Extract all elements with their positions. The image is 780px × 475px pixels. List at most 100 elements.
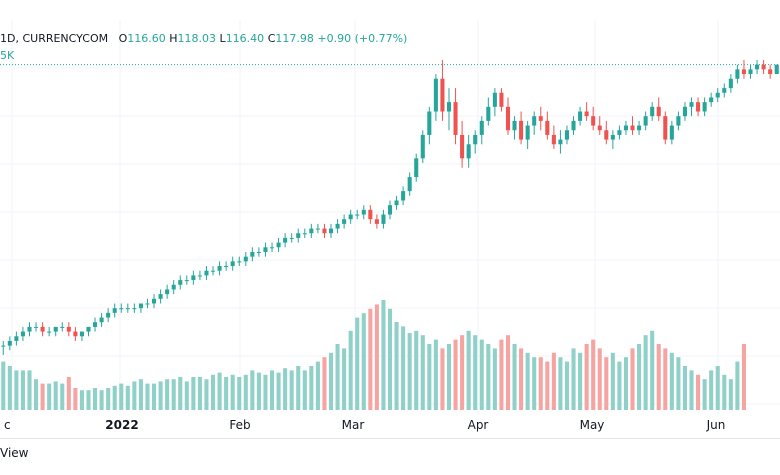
volume-bar-12 bbox=[79, 390, 84, 410]
candle-body-97 bbox=[637, 125, 642, 131]
candle-body-20 bbox=[132, 308, 137, 310]
candle-body-41 bbox=[269, 247, 275, 249]
candle-body-30 bbox=[197, 275, 202, 277]
candle-body-95 bbox=[623, 125, 628, 131]
candle-body-82 bbox=[538, 116, 543, 121]
candle-body-35 bbox=[230, 261, 235, 267]
candle-body-0 bbox=[1, 345, 6, 347]
candle-body-8 bbox=[53, 326, 58, 332]
candle-body-5 bbox=[34, 326, 39, 328]
volume-bar-18 bbox=[119, 383, 124, 410]
volume-bar-75 bbox=[492, 348, 497, 410]
candle-body-77 bbox=[505, 106, 511, 131]
candle-body-90 bbox=[591, 116, 596, 126]
volume-bar-82 bbox=[538, 357, 543, 410]
candle-body-37 bbox=[243, 256, 248, 262]
candle-body-49 bbox=[322, 228, 327, 234]
candle-body-36 bbox=[237, 261, 242, 263]
volume-bar-78 bbox=[512, 344, 517, 410]
candle-body-56 bbox=[368, 209, 373, 220]
candle-body-50 bbox=[328, 228, 334, 234]
candle-body-10 bbox=[66, 326, 71, 332]
volume-bar-17 bbox=[112, 385, 117, 410]
volume-bar-99 bbox=[650, 330, 655, 410]
volume-bar-97 bbox=[637, 344, 642, 410]
candle-body-17 bbox=[112, 308, 117, 313]
volume-bar-64 bbox=[420, 335, 425, 410]
volume-bar-101 bbox=[663, 348, 668, 410]
candle-body-31 bbox=[204, 270, 209, 276]
candle-body-91 bbox=[597, 125, 602, 131]
candle-body-52 bbox=[342, 219, 347, 224]
candle-body-22 bbox=[145, 303, 150, 305]
footer-divider bbox=[0, 438, 780, 439]
volume-bar-100 bbox=[656, 344, 661, 410]
volume-bar-93 bbox=[610, 352, 615, 410]
candle-body-27 bbox=[178, 280, 183, 285]
volume-bar-19 bbox=[125, 385, 130, 410]
volume-bar-35 bbox=[230, 374, 235, 410]
candle-body-73 bbox=[479, 120, 484, 135]
volume-bar-39 bbox=[256, 372, 261, 410]
candle-body-111 bbox=[728, 78, 733, 89]
candle-body-32 bbox=[210, 270, 216, 272]
low-label: L bbox=[219, 32, 226, 45]
candle-body-12 bbox=[79, 331, 84, 337]
volume-bar-92 bbox=[604, 357, 609, 410]
candle-body-114 bbox=[748, 69, 753, 75]
volume-bar-32 bbox=[210, 374, 216, 410]
candle-body-13 bbox=[86, 326, 91, 332]
candle-body-26 bbox=[171, 284, 176, 290]
volume-bar-16 bbox=[106, 388, 111, 410]
candle-body-116 bbox=[761, 64, 766, 70]
candle-body-89 bbox=[584, 111, 589, 117]
volume-bar-14 bbox=[93, 388, 98, 410]
volume-bar-4 bbox=[27, 370, 32, 410]
candle-body-80 bbox=[525, 125, 530, 140]
candle-body-34 bbox=[224, 266, 229, 268]
volume-bar-5 bbox=[34, 379, 39, 410]
volume-bar-109 bbox=[715, 366, 720, 410]
candle-body-4 bbox=[27, 326, 32, 332]
candle-body-7 bbox=[47, 331, 52, 333]
close-label: C bbox=[267, 32, 276, 45]
candle-body-47 bbox=[309, 228, 314, 234]
candle-body-25 bbox=[165, 289, 170, 295]
volume-bar-42 bbox=[276, 372, 281, 410]
volume-bar-95 bbox=[623, 357, 628, 410]
candle-body-113 bbox=[741, 69, 746, 75]
candle-body-78 bbox=[512, 120, 517, 131]
volume-bar-88 bbox=[578, 352, 583, 410]
volume-bar-38 bbox=[250, 370, 255, 410]
volume-bar-50 bbox=[328, 352, 334, 410]
candle-body-118 bbox=[774, 64, 779, 75]
volume-bar-74 bbox=[486, 344, 491, 410]
open-label: O bbox=[118, 32, 128, 45]
volume-bar-60 bbox=[394, 322, 399, 410]
x-tick-label-4: Apr bbox=[468, 418, 489, 432]
candle-body-103 bbox=[676, 116, 681, 126]
volume-bar-41 bbox=[269, 370, 275, 410]
candle-body-85 bbox=[558, 139, 563, 145]
volume-bar-91 bbox=[597, 348, 602, 410]
candle-body-38 bbox=[250, 251, 255, 257]
volume-bar-113 bbox=[741, 344, 746, 410]
volume-bar-43 bbox=[283, 368, 288, 410]
volume-bar-37 bbox=[243, 374, 248, 410]
volume-bar-0 bbox=[1, 361, 6, 410]
candle-body-69 bbox=[453, 102, 458, 135]
footer-view-text[interactable]: View bbox=[0, 446, 29, 460]
candle-body-23 bbox=[152, 298, 157, 304]
volume-bar-102 bbox=[669, 352, 674, 410]
candle-body-48 bbox=[315, 228, 320, 230]
volume-bar-110 bbox=[722, 374, 727, 410]
volume-bar-1 bbox=[7, 366, 12, 410]
candle-body-66 bbox=[433, 78, 438, 112]
volume-bar-77 bbox=[505, 335, 511, 410]
candle-body-76 bbox=[499, 92, 504, 107]
candle-body-99 bbox=[650, 106, 655, 117]
volume-bar-65 bbox=[427, 344, 432, 410]
candle-body-14 bbox=[93, 322, 98, 327]
